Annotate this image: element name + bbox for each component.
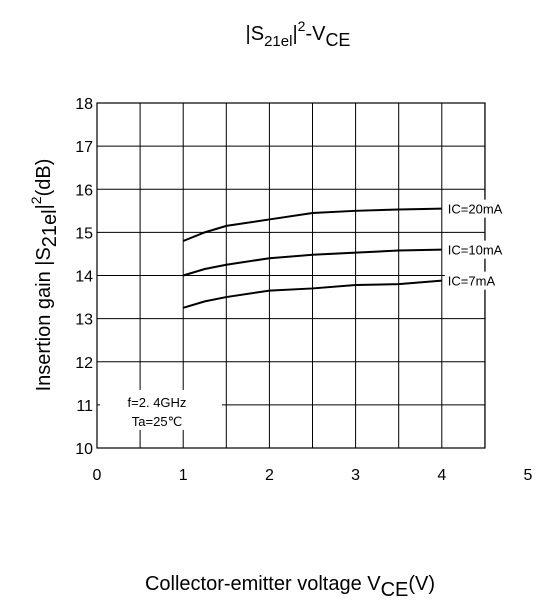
series-label: IC=20mA — [448, 202, 503, 217]
y-tick-label: 16 — [75, 182, 93, 199]
annotation: f=2. 4GHz — [128, 395, 187, 410]
chart-title: |S21el|2-VCE — [246, 18, 351, 50]
y-tick-label: 13 — [75, 312, 93, 329]
y-tick-label: 12 — [75, 355, 93, 372]
annotation-box — [100, 389, 222, 430]
x-tick-label: 3 — [351, 467, 360, 484]
y-tick-label: 14 — [75, 269, 93, 286]
series-label-bg — [444, 199, 525, 218]
y-tick-label: 10 — [75, 441, 93, 458]
series-line — [182, 248, 442, 277]
y-tick-label: 17 — [75, 139, 93, 156]
x-tick-label: 1 — [179, 467, 188, 484]
series-label-bg — [444, 271, 525, 290]
y-tick-label: 18 — [75, 96, 93, 113]
x-tick-label: 4 — [437, 467, 446, 484]
x-axis-label: Collector-emitter voltage VCE(V) — [145, 573, 435, 601]
y-tick-label: 11 — [76, 398, 93, 415]
x-tick-label: 0 — [93, 467, 102, 484]
y-tick-label: 15 — [75, 225, 93, 242]
series-label-bg — [444, 240, 525, 259]
series-label: IC=10mA — [448, 243, 503, 258]
series-line — [182, 207, 442, 242]
series-line — [182, 279, 442, 309]
x-tick-label: 5 — [524, 467, 533, 484]
series-label: IC=7mA — [448, 274, 496, 289]
annotation: Ta=25℃ — [132, 414, 182, 429]
x-tick-label: 2 — [265, 467, 274, 484]
y-axis-label: Insertion gain |S21el|2(dB) — [28, 159, 61, 392]
